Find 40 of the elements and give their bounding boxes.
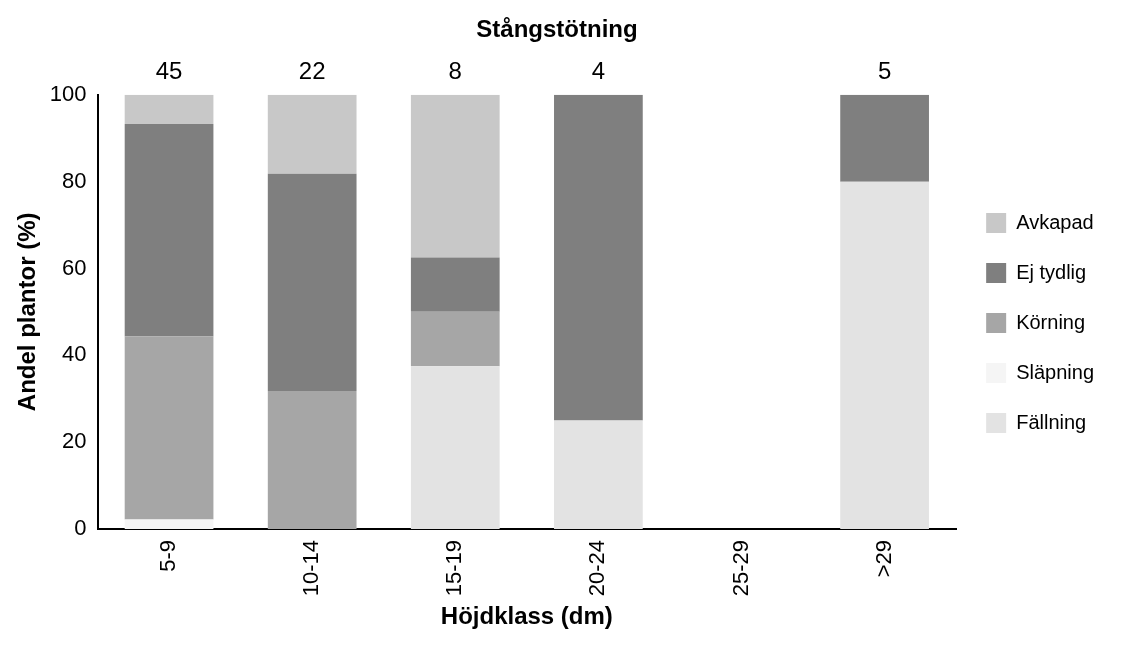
bar xyxy=(554,94,643,421)
annotation: 4 xyxy=(591,57,606,85)
x-tick-label: 20-24 xyxy=(584,539,610,597)
bar xyxy=(840,181,929,529)
bar xyxy=(267,94,357,174)
bar xyxy=(124,336,214,520)
y-tick-label: 40 xyxy=(62,341,87,367)
bar xyxy=(124,123,214,337)
y-tick-label: 80 xyxy=(62,167,87,193)
bar xyxy=(840,94,929,182)
annotation: 8 xyxy=(448,57,462,85)
bar xyxy=(410,94,500,258)
y-tick-label: 60 xyxy=(62,254,87,280)
annotation: 45 xyxy=(155,57,183,85)
x-tick-label: 5-9 xyxy=(155,539,181,572)
y-tick-label: 0 xyxy=(74,514,87,540)
legend-label: Körning xyxy=(1016,310,1086,333)
legend-label: Avkapad xyxy=(1016,210,1094,233)
y-tick-label: 20 xyxy=(62,428,87,454)
x-axis-title: Höjdklass (dm) xyxy=(440,602,613,630)
legend-label: Släpning xyxy=(1016,360,1094,383)
annotation: 5 xyxy=(877,57,892,85)
x-tick-label: 10-14 xyxy=(298,539,324,597)
bar xyxy=(267,390,357,529)
x-tick-label: >29 xyxy=(870,539,896,578)
x-tick-label: 15-19 xyxy=(441,539,467,597)
y-tick-label: 100 xyxy=(49,80,87,106)
annotation: 22 xyxy=(298,57,326,85)
bar xyxy=(410,311,500,367)
bar xyxy=(267,173,357,391)
y-axis-title: Andel plantor (%) xyxy=(13,212,41,412)
bar xyxy=(554,420,643,529)
legend-label: Fällning xyxy=(1016,410,1087,433)
chart-title: Stångstötning xyxy=(476,15,638,43)
bar xyxy=(124,94,214,124)
x-tick-label: 25-29 xyxy=(727,539,753,597)
bar xyxy=(410,366,500,529)
legend-label: Ej tydlig xyxy=(1016,260,1087,283)
bar xyxy=(410,257,500,312)
bar xyxy=(124,519,214,529)
